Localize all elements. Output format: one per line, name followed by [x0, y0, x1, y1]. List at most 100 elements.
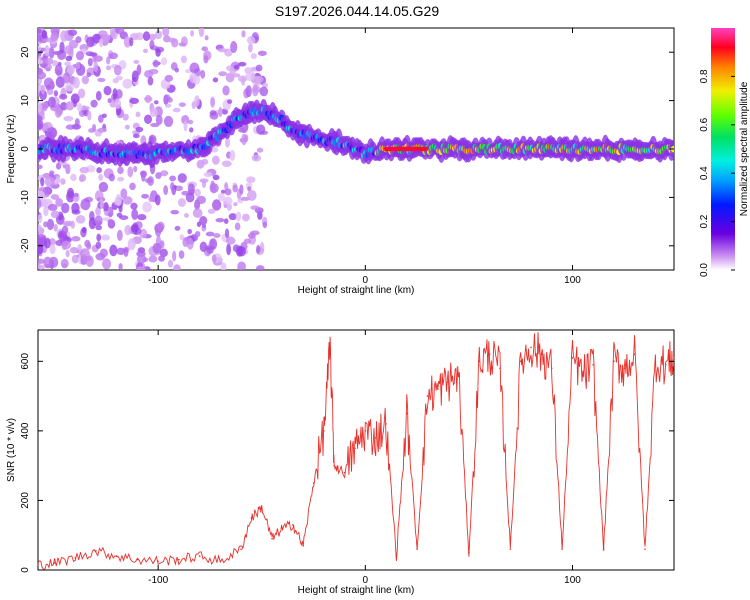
snr-point — [550, 367, 553, 370]
spectrogram-noise-cell — [40, 84, 46, 95]
snr-point — [115, 555, 118, 557]
spectrogram-noise-cell — [61, 225, 69, 235]
snr-point — [633, 353, 636, 356]
spectrogram-noise-cell — [99, 248, 108, 258]
spectrogram-noise-cell — [65, 101, 75, 111]
spectrogram-noise-cell — [38, 115, 43, 123]
spectrogram-noise-cell — [61, 240, 72, 250]
snr-point — [447, 381, 449, 383]
spectrogram-noise-cell — [163, 94, 171, 102]
spectrogram-noise-cell — [116, 247, 126, 256]
spectrogram-xtick-label: 0 — [363, 275, 369, 286]
snr-ytick-label: 200 — [20, 492, 31, 509]
spectrogram-noise-cell — [106, 56, 111, 65]
spectrogram-noise-cell — [200, 69, 206, 79]
spectrogram-noise-cell — [79, 166, 89, 174]
spectrogram-noise-cell — [172, 250, 177, 262]
spectrogram-noise-cell — [150, 122, 160, 128]
spectrogram-noise-cell — [160, 170, 169, 177]
spectrogram-noise-cell — [97, 77, 106, 83]
spectrogram-noise-cell — [135, 111, 141, 118]
snr-point — [426, 395, 429, 397]
spectrogram-noise-cell — [262, 221, 268, 229]
spectrogram-noise-cell — [230, 41, 238, 53]
spectrogram-noise-cell — [38, 243, 44, 255]
spectrogram-noise-cell — [124, 224, 132, 236]
spectrogram-noise-cell — [196, 195, 207, 205]
spectrogram-noise-cell — [46, 218, 55, 231]
spectrogram-noise-cell — [38, 34, 44, 42]
spectrogram-noise-cell — [107, 219, 115, 225]
snr-point — [219, 560, 222, 563]
snr-point — [343, 471, 346, 474]
snr-point — [673, 357, 675, 359]
spectrogram-noise-cell — [250, 53, 257, 59]
snr-point — [540, 353, 543, 356]
spectrogram-noise-cell — [155, 172, 162, 180]
spectrogram-noise-cell — [233, 64, 240, 70]
spectrogram-noise-cell — [256, 244, 261, 254]
spectrogram-noise-cell — [162, 28, 170, 37]
snr-point — [178, 558, 180, 561]
spectrogram-noise-cell — [98, 181, 109, 193]
spectrogram-noise-cell — [57, 49, 67, 61]
snr-point — [571, 357, 574, 359]
spectrogram-noise-cell — [123, 36, 132, 48]
spectrogram-noise-cell — [142, 48, 149, 54]
spectrogram-noise-cell — [115, 28, 125, 35]
spectrogram-noise-cell — [54, 105, 62, 118]
spectrogram-noise-cell — [141, 193, 149, 199]
spectrogram-noise-cell — [43, 205, 49, 217]
spectrogram-noise-cell — [173, 266, 180, 270]
spectrogram-noise-cell — [65, 163, 71, 175]
spectrogram-noise-cell — [220, 262, 227, 270]
colorbar-tick-label: 0.0 — [699, 263, 710, 277]
spectrogram-noise-cell — [224, 228, 230, 239]
colorbar-ticks: 0.0 0.2 0.4 0.6 0.8 — [699, 69, 735, 277]
spectrogram-noise-cell — [38, 224, 42, 231]
spectrogram-noise-cell — [88, 217, 97, 230]
spectrogram-noise-cell — [80, 105, 91, 111]
spectrogram-noise-cell — [177, 173, 187, 183]
spectrogram-noise-cell — [122, 196, 133, 205]
snr-xlabel: Height of straight line (km) — [298, 585, 415, 596]
spectrogram-noise-cell — [129, 37, 134, 47]
spectrogram-noise-cell — [75, 62, 81, 70]
snr-point — [519, 360, 522, 363]
spectrogram-noise-cell — [59, 93, 68, 100]
spectrogram-noise-cell — [142, 201, 152, 213]
spectrogram-noise-cell — [122, 113, 129, 121]
spectrogram-noise-cell — [153, 100, 159, 105]
spectrogram-noise-cell — [80, 201, 87, 210]
spectrogram-noise-cell — [180, 55, 188, 64]
spectrogram-noise-cell — [118, 263, 123, 270]
spectrogram-noise-cell — [101, 234, 111, 241]
spectrogram-noise-cell — [64, 83, 75, 92]
spectrogram-noise-cell — [70, 173, 77, 182]
spectrogram-noise-cell — [194, 95, 200, 107]
spectrogram-noise-cell — [211, 155, 220, 165]
spectrogram-noise-cell — [48, 46, 55, 59]
colorbar-tick-label: 0.8 — [699, 69, 710, 83]
spectrogram-noise-cell — [256, 124, 266, 135]
spectrogram-noise-cell — [67, 187, 75, 199]
spectrogram-noise-cell — [186, 237, 194, 250]
snr-point — [613, 360, 615, 363]
spectrogram-noise-cell — [53, 90, 59, 97]
spectrogram-noise-cell — [132, 133, 140, 139]
spectrogram-noise-cell — [192, 75, 201, 85]
spectrogram-noise-cell — [233, 202, 238, 207]
spectrogram-noise-cell — [64, 220, 73, 227]
spectrogram-noise-cell — [187, 228, 193, 235]
spectrogram-noise-cell — [217, 192, 225, 202]
spectrogram-noise-cell — [101, 33, 111, 42]
spectrogram-noise-cell — [201, 46, 209, 52]
spectrogram-noise-cell — [222, 196, 233, 206]
snr-point — [437, 388, 439, 390]
spectrogram-noise-cell — [190, 30, 195, 37]
spectrogram-noise-cell — [85, 51, 94, 57]
spectrogram-noise-cell — [213, 233, 221, 238]
spectrogram-noise-cell — [211, 254, 217, 263]
snr-ylabel: SNR (10 * v/v) — [6, 418, 17, 482]
spectrogram-noise-cell — [238, 127, 246, 133]
